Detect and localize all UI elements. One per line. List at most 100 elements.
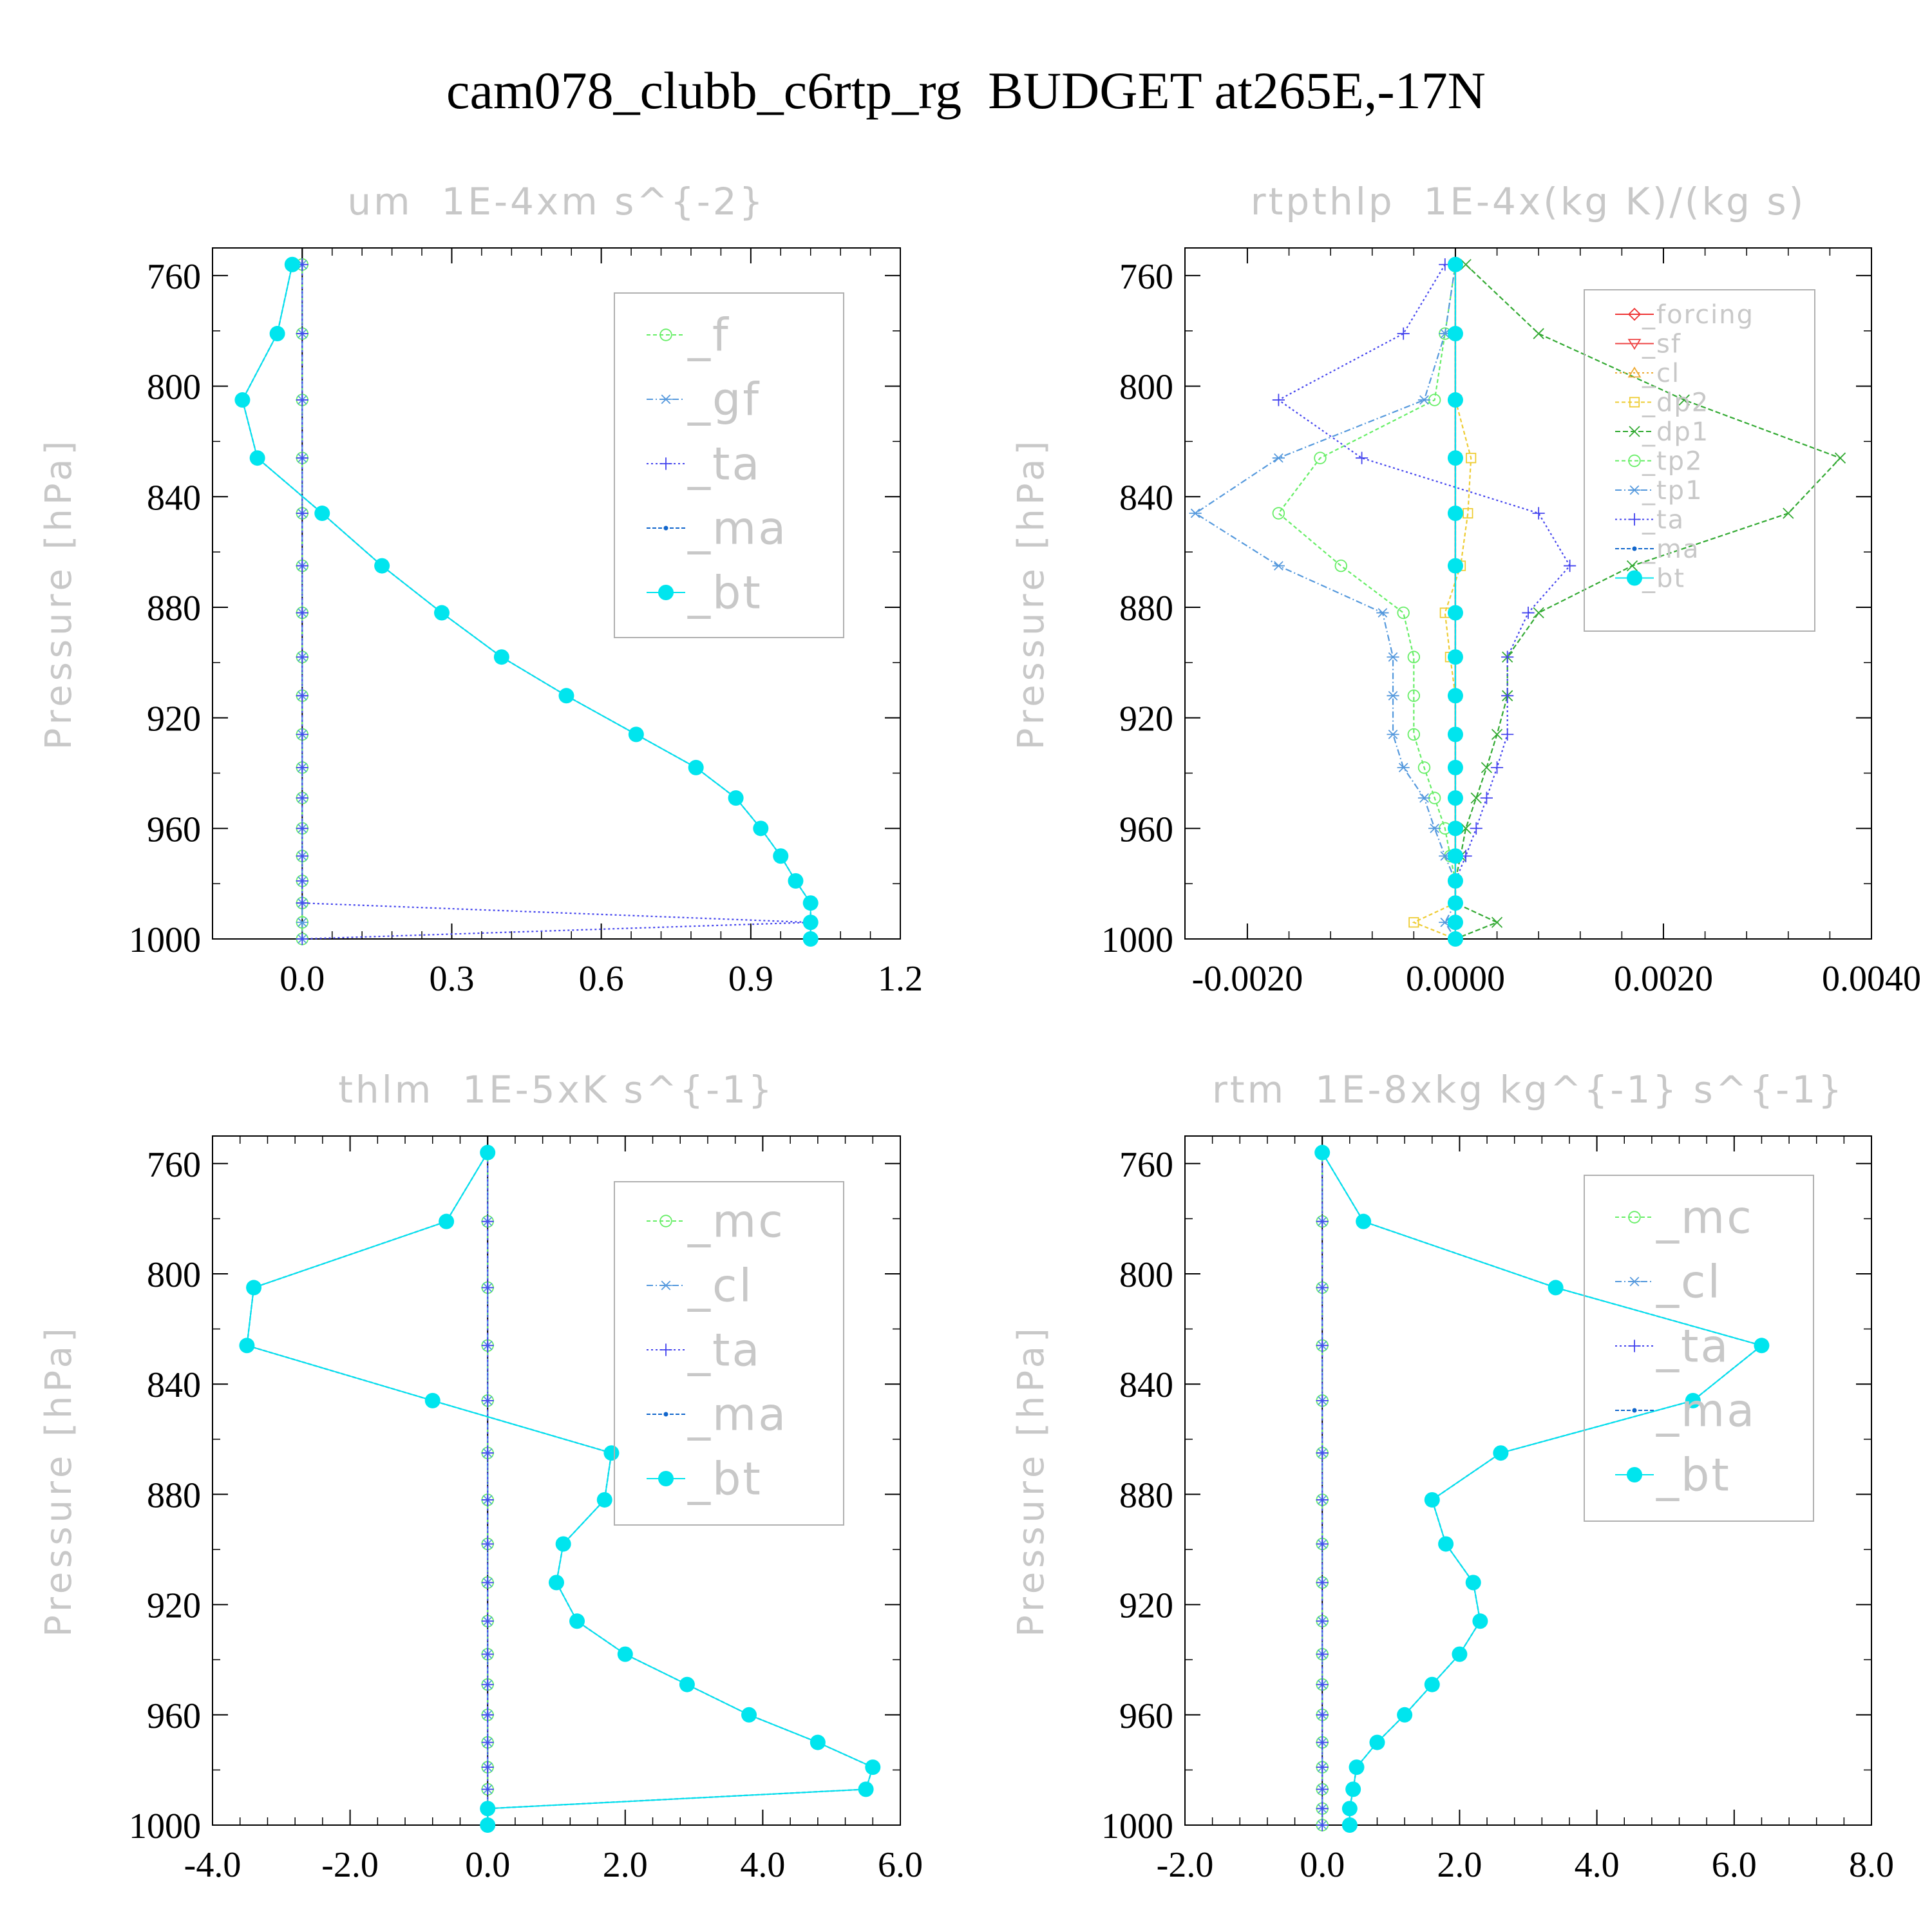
data-point bbox=[555, 1536, 571, 1552]
data-point bbox=[569, 1613, 585, 1629]
data-point bbox=[246, 1280, 262, 1296]
data-point bbox=[1316, 1615, 1329, 1627]
legend-label: _gf bbox=[687, 374, 761, 426]
legend-entry-tp2: _tp2 bbox=[1615, 447, 1702, 477]
legend-marker bbox=[1629, 397, 1640, 408]
data-point bbox=[1480, 791, 1493, 804]
x-tick-label: -0.0020 bbox=[1192, 959, 1303, 999]
legend-entry-forcing: _forcing bbox=[1615, 300, 1753, 330]
data-point bbox=[296, 933, 308, 945]
data-point bbox=[1522, 606, 1535, 620]
legend-marker bbox=[663, 526, 668, 531]
series-line bbox=[1277, 264, 1571, 939]
data-point bbox=[549, 1575, 564, 1591]
data-point bbox=[788, 873, 804, 889]
y-tick-label: 800 bbox=[147, 368, 201, 408]
data-point bbox=[1341, 1801, 1358, 1817]
data-point bbox=[249, 450, 265, 466]
y-tick-label: 1000 bbox=[1101, 920, 1173, 960]
series-ta bbox=[1316, 1146, 1329, 1832]
series-tp1 bbox=[1189, 260, 1462, 944]
data-point bbox=[603, 1445, 620, 1461]
data-point bbox=[296, 507, 308, 520]
series-ma bbox=[244, 1150, 875, 1828]
x-tick-label: 6.0 bbox=[1712, 1845, 1757, 1885]
legend-box bbox=[1584, 1175, 1814, 1522]
data-point bbox=[617, 1646, 633, 1662]
y-tick-label: 880 bbox=[147, 1475, 201, 1515]
legend-entry-bt: _bt bbox=[647, 1453, 761, 1506]
data-point bbox=[1316, 1339, 1329, 1352]
data-point bbox=[1447, 558, 1463, 574]
data-point bbox=[296, 822, 308, 835]
data-point bbox=[1316, 1783, 1329, 1795]
legend-marker bbox=[1627, 339, 1642, 350]
data-point bbox=[439, 1213, 455, 1229]
y-tick-label: 920 bbox=[147, 699, 201, 739]
data-point bbox=[1548, 1280, 1564, 1296]
legend-label: _ma bbox=[1656, 1385, 1756, 1437]
legend-entry-ma: _ma bbox=[647, 502, 786, 555]
data-point bbox=[481, 1783, 494, 1795]
plot-frame bbox=[1184, 1135, 1872, 1826]
data-point bbox=[1316, 1709, 1329, 1721]
legend-label: _mc bbox=[1656, 1191, 1754, 1244]
data-point bbox=[1564, 559, 1577, 573]
data-point bbox=[1272, 561, 1285, 571]
data-point bbox=[1447, 506, 1463, 522]
x-tick-label: 0.0040 bbox=[1822, 959, 1921, 999]
data-point bbox=[1447, 820, 1463, 837]
data-point bbox=[296, 761, 308, 774]
legend-label: _cl bbox=[687, 1260, 753, 1312]
data-point bbox=[481, 1678, 494, 1691]
plot-frame bbox=[212, 1135, 901, 1826]
data-point bbox=[481, 1648, 494, 1661]
x-tick-label: 1.2 bbox=[878, 959, 923, 999]
y-tick-label: 920 bbox=[147, 1586, 201, 1626]
data-point bbox=[1626, 560, 1638, 572]
data-point bbox=[1345, 1781, 1361, 1797]
data-point bbox=[1424, 1676, 1440, 1692]
data-point bbox=[728, 790, 744, 806]
data-point bbox=[296, 606, 308, 620]
data-point bbox=[1754, 1338, 1770, 1354]
data-point bbox=[1407, 650, 1421, 663]
legend-label: _bt bbox=[1642, 564, 1685, 594]
data-point bbox=[481, 1576, 494, 1589]
x-tick-label: 2.0 bbox=[603, 1845, 648, 1885]
data-point bbox=[1397, 327, 1410, 340]
legend-entry-ma: _ma bbox=[1615, 1385, 1756, 1437]
data-point bbox=[802, 895, 819, 911]
legend-label: _cl bbox=[1642, 359, 1680, 388]
data-point bbox=[234, 392, 251, 408]
data-point bbox=[858, 1781, 874, 1797]
data-point bbox=[865, 1759, 881, 1776]
legend-marker bbox=[659, 1215, 672, 1227]
data-point bbox=[1447, 605, 1463, 621]
legend-marker bbox=[658, 1471, 674, 1486]
data-point bbox=[296, 917, 308, 927]
x-tick-label: 0.0020 bbox=[1614, 959, 1713, 999]
y-tick-label: 960 bbox=[147, 810, 201, 849]
data-point bbox=[1397, 606, 1410, 620]
chart-panel-3: thlm 1E-5xK s^{-1} Pressure [hPa] 760 800 84… bbox=[38, 1068, 923, 1885]
data-point bbox=[269, 326, 285, 342]
data-point bbox=[753, 820, 769, 837]
legend-marker bbox=[1627, 366, 1642, 378]
data-point bbox=[1316, 1394, 1329, 1407]
legend: _f _gf _ta _ma _bt bbox=[614, 292, 844, 638]
legend-label: _ma bbox=[687, 1388, 788, 1441]
data-point bbox=[1472, 1613, 1488, 1629]
legend-label: _bt bbox=[1656, 1449, 1731, 1502]
x-tick-label: 0.6 bbox=[579, 959, 624, 999]
x-tick-label: 0.0 bbox=[465, 1845, 510, 1885]
data-point bbox=[1447, 790, 1463, 806]
data-point bbox=[1533, 607, 1544, 619]
legend-marker bbox=[659, 1343, 672, 1356]
data-point bbox=[1316, 1819, 1329, 1832]
data-point bbox=[1447, 759, 1463, 775]
series-dp2 bbox=[1408, 259, 1477, 945]
legend-entry-dp1: _dp1 bbox=[1615, 417, 1708, 447]
legend-entry-ma: _ma bbox=[647, 1388, 788, 1441]
legend-label: _dp2 bbox=[1642, 388, 1709, 418]
